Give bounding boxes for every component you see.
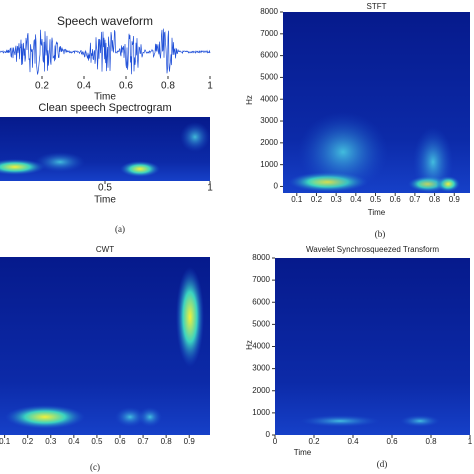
panel-title: Wavelet Synchrosqueezed Transform xyxy=(306,245,439,254)
x-tick-label: 1 xyxy=(207,81,213,92)
y-tick-label: 8000 xyxy=(252,253,270,262)
energy xyxy=(176,267,204,367)
x-tick-label: 0.4 xyxy=(68,437,80,446)
x-tick-label: 0.2 xyxy=(308,437,320,446)
x-tick-label: 0.4 xyxy=(350,195,362,204)
panel-title: CWT xyxy=(96,245,114,254)
caption: (d) xyxy=(377,459,388,469)
y-tick-label: 4000 xyxy=(252,342,270,351)
panel: Clean speech Spectrogram 0.5 1 Time xyxy=(0,102,213,206)
x-axis-label: Time xyxy=(294,448,312,457)
energy xyxy=(298,112,388,192)
y-tick-label: 1000 xyxy=(260,160,278,169)
energy xyxy=(180,122,210,152)
waveform xyxy=(0,28,211,75)
y-axis-label: Hz xyxy=(245,95,254,105)
energy xyxy=(400,415,440,427)
x-tick-label: 0.8 xyxy=(425,437,437,446)
x-tick-label: 0.3 xyxy=(45,437,57,446)
panel: Speech waveform 0.2 0.4 0.6 0.8 1 Time xyxy=(0,14,213,103)
energy xyxy=(115,407,145,427)
x-tick-label: 0.1 xyxy=(0,437,11,446)
x-tick-label: 0.8 xyxy=(161,437,173,446)
panel: CWT 0.1 0.2 0.3 0.4 0.5 0.6 0.7 0.8 0.9 xyxy=(0,245,210,446)
energy xyxy=(413,127,453,197)
energy xyxy=(5,405,85,429)
x-tick-label: 0.5 xyxy=(98,183,112,194)
y-tick-label: 1000 xyxy=(252,408,270,417)
panel-title: Clean speech Spectrogram xyxy=(38,102,171,114)
plot-area xyxy=(0,257,210,435)
caption: (c) xyxy=(90,462,100,472)
y-tick-label: 2000 xyxy=(260,138,278,147)
x-tick-label: 0.6 xyxy=(386,437,398,446)
y-tick-label: 6000 xyxy=(252,297,270,306)
y-tick-label: 7000 xyxy=(260,29,278,38)
x-tick-label: 0.8 xyxy=(161,81,175,92)
plot-area xyxy=(275,258,470,435)
panel: Wavelet Synchrosqueezed Transform 0 0.2 0.4… xyxy=(245,245,473,457)
x-tick-label: 0.4 xyxy=(77,81,91,92)
x-tick-label: 0.2 xyxy=(22,437,34,446)
panel-title: Speech waveform xyxy=(57,14,153,28)
x-tick-label: 0.6 xyxy=(114,437,126,446)
y-tick-label: 0 xyxy=(266,430,271,439)
y-tick-label: 8000 xyxy=(260,7,278,16)
x-tick-label: 1 xyxy=(468,437,473,446)
y-tick-label: 5000 xyxy=(252,319,270,328)
caption: (a) xyxy=(115,224,125,234)
x-tick-label: 1 xyxy=(207,183,213,194)
x-tick-label: 0.2 xyxy=(35,81,49,92)
x-tick-label: 0.7 xyxy=(409,195,421,204)
x-tick-label: 0.5 xyxy=(370,195,382,204)
panel: STFT 0.1 0.2 0.3 0.4 0.5 0.6 0.7 0.8 0.9 Time 0 1000… xyxy=(245,2,470,217)
x-tick-label: 0.4 xyxy=(347,437,359,446)
y-axis-label: Hz xyxy=(245,340,254,350)
x-tick-label: 0.9 xyxy=(184,437,196,446)
x-axis-label: Time xyxy=(94,92,116,103)
energy xyxy=(120,161,160,177)
x-axis-label: Time xyxy=(368,208,386,217)
caption: (b) xyxy=(375,229,386,239)
x-axis-label: Time xyxy=(94,195,116,206)
x-tick-label: 0.2 xyxy=(311,195,323,204)
energy xyxy=(35,152,85,172)
x-tick-label: 0.1 xyxy=(291,195,303,204)
x-tick-label: 0.8 xyxy=(429,195,441,204)
x-tick-label: 0 xyxy=(273,437,278,446)
panel-title: STFT xyxy=(367,2,387,11)
x-tick-label: 0.6 xyxy=(119,81,133,92)
y-tick-label: 3000 xyxy=(260,116,278,125)
energy xyxy=(138,407,162,427)
x-tick-label: 0.6 xyxy=(390,195,402,204)
y-tick-label: 7000 xyxy=(252,275,270,284)
y-tick-label: 6000 xyxy=(260,51,278,60)
y-tick-label: 5000 xyxy=(260,73,278,82)
y-tick-label: 0 xyxy=(274,182,279,191)
energy xyxy=(0,159,45,175)
y-tick-label: 4000 xyxy=(260,94,278,103)
x-tick-label: 0.7 xyxy=(138,437,150,446)
y-tick-label: 3000 xyxy=(252,364,270,373)
y-tick-label: 2000 xyxy=(252,386,270,395)
x-tick-label: 0.3 xyxy=(331,195,343,204)
x-tick-label: 0.5 xyxy=(91,437,103,446)
x-tick-label: 0.9 xyxy=(449,195,461,204)
energy xyxy=(300,415,380,427)
